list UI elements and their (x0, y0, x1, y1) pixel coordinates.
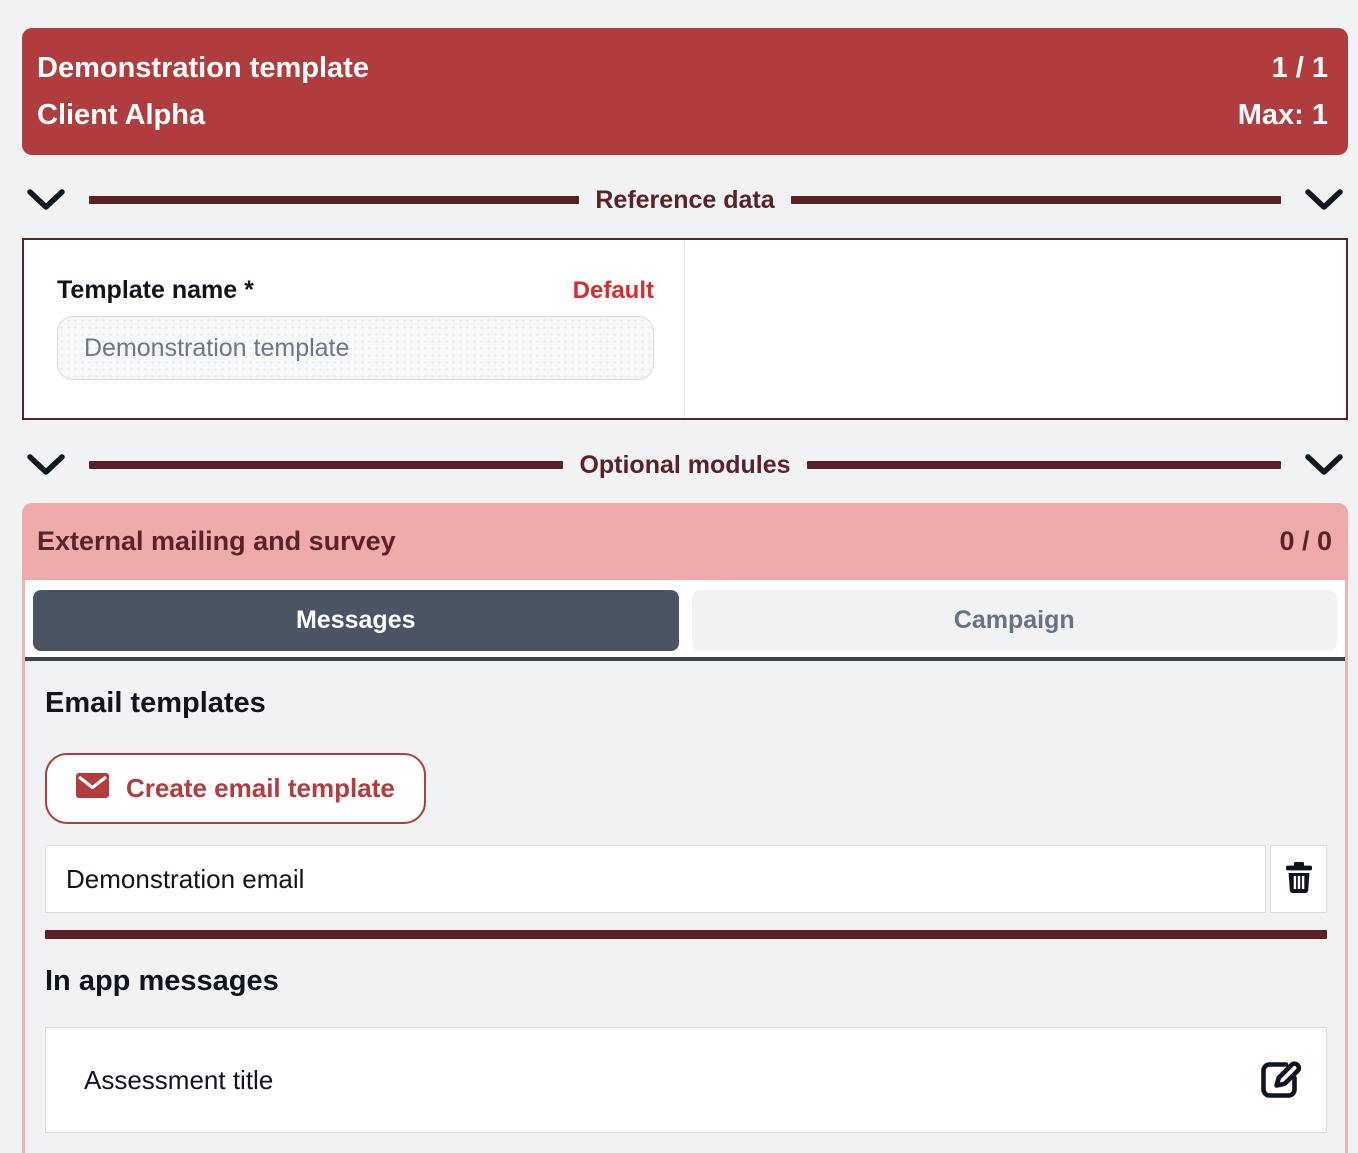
divider-rule (806, 461, 1281, 469)
chevron-down-icon[interactable] (1305, 453, 1343, 477)
module-header[interactable]: External mailing and survey 0 / 0 (22, 503, 1348, 580)
module-body: Messages Campaign Email templates Create… (22, 580, 1348, 1153)
template-header-right: 1 / 1 Max: 1 (1238, 45, 1328, 155)
template-name-field-group: Template name * Default (24, 240, 685, 418)
page-title: Demonstration template (37, 52, 369, 84)
module-title: External mailing and survey (37, 526, 396, 556)
tab-bar: Messages Campaign (25, 580, 1345, 661)
in-app-message-item[interactable]: Assessment title (45, 1027, 1327, 1133)
create-email-template-button[interactable]: Create email template (45, 753, 426, 824)
chevron-down-icon[interactable] (27, 188, 65, 212)
template-header-left: Demonstration template Client Alpha (37, 45, 369, 155)
section-divider-reference-data: Reference data (22, 181, 1348, 219)
count-indicator: 1 / 1 (1271, 52, 1328, 84)
delete-button[interactable] (1270, 845, 1327, 913)
divider-rule (89, 461, 564, 469)
module-count: 0 / 0 (1279, 526, 1332, 556)
email-templates-heading: Email templates (45, 687, 266, 719)
section-title-reference-data: Reference data (595, 185, 775, 214)
section-title-optional-modules: Optional modules (579, 450, 791, 479)
create-email-template-label: Create email template (126, 773, 395, 803)
email-template-item[interactable]: Demonstration email (45, 845, 1266, 913)
client-name: Client Alpha (37, 99, 206, 131)
in-app-message-label: Assessment title (84, 1064, 274, 1095)
divider-rule (790, 196, 1281, 204)
chevron-down-icon[interactable] (27, 453, 65, 477)
reference-panel-empty-column (685, 240, 1346, 418)
template-header: Demonstration template Client Alpha 1 / … (22, 28, 1348, 155)
tab-messages[interactable]: Messages (33, 590, 679, 651)
content-divider (45, 930, 1327, 939)
tab-campaign[interactable]: Campaign (691, 590, 1337, 651)
envelope-icon (76, 772, 109, 805)
external-mailing-module: External mailing and survey 0 / 0 Messag… (22, 503, 1348, 1153)
email-template-row: Demonstration email (45, 845, 1327, 913)
edit-icon (1256, 1055, 1306, 1106)
messages-tab-content: Email templates Create email template De… (25, 685, 1345, 1133)
divider-rule (89, 196, 580, 204)
template-name-label: Template name * (57, 276, 254, 304)
chevron-down-icon[interactable] (1305, 188, 1343, 212)
default-badge[interactable]: Default (572, 277, 654, 304)
edit-button[interactable] (1256, 1055, 1306, 1106)
in-app-messages-heading: In app messages (45, 965, 279, 997)
section-divider-optional-modules: Optional modules (22, 446, 1348, 484)
trash-icon (1284, 861, 1314, 897)
reference-data-panel: Template name * Default (22, 238, 1348, 420)
template-name-input[interactable] (57, 316, 654, 380)
max-indicator: Max: 1 (1237, 99, 1328, 131)
